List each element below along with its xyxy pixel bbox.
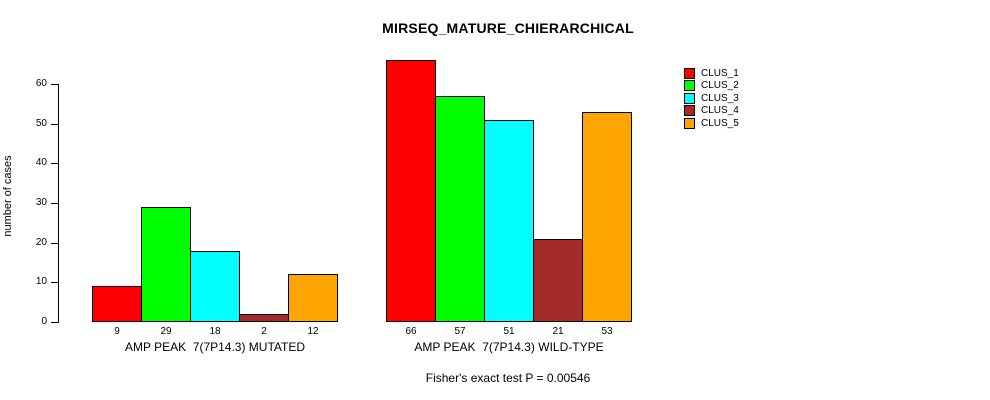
legend-row: CLUS_4 xyxy=(684,105,739,118)
bar-clus_2 xyxy=(435,96,485,322)
legend-row: CLUS_5 xyxy=(684,117,739,130)
bar-value-label: 2 xyxy=(261,326,267,337)
legend-swatch xyxy=(684,80,695,92)
y-axis-tick xyxy=(51,282,59,283)
y-axis-tick-label: 30 xyxy=(35,197,47,208)
legend-swatch xyxy=(684,92,695,104)
legend: CLUS_1 CLUS_2 CLUS_3 CLUS_4 CLUS_5 xyxy=(684,67,739,130)
y-axis-tick-label: 0 xyxy=(41,316,47,327)
bar-clus_4 xyxy=(239,314,289,322)
bar-clus_3 xyxy=(484,120,534,322)
bar-value-label: 29 xyxy=(160,326,172,337)
bar-value-label: 12 xyxy=(307,326,319,337)
y-axis-tick-label: 20 xyxy=(35,237,47,248)
bar-value-label: 21 xyxy=(552,326,564,337)
bar-value-label: 18 xyxy=(209,326,221,337)
y-axis-tick xyxy=(51,243,59,244)
y-axis-tick xyxy=(51,124,59,125)
bar-clus_3 xyxy=(190,251,240,322)
legend-label: CLUS_4 xyxy=(701,105,739,117)
legend-label: CLUS_5 xyxy=(701,117,739,129)
legend-row: CLUS_2 xyxy=(684,80,739,93)
legend-label: CLUS_3 xyxy=(701,92,739,104)
y-axis-tick xyxy=(51,203,59,204)
y-axis-tick-label: 60 xyxy=(35,78,47,89)
bar-clus_5 xyxy=(582,112,632,322)
y-axis-tick xyxy=(51,163,59,164)
bar-clus_4 xyxy=(533,239,583,322)
y-axis-label: number of cases xyxy=(2,155,14,237)
bar-value-label: 66 xyxy=(405,326,417,337)
y-axis-tick-label: 40 xyxy=(35,157,47,168)
bar-value-label: 53 xyxy=(601,326,613,337)
y-axis-tick xyxy=(51,84,59,85)
bar-clus_1 xyxy=(386,60,436,322)
chart-title: MIRSEQ_MATURE_CHIERARCHICAL xyxy=(382,20,634,36)
bar-value-label: 57 xyxy=(454,326,466,337)
legend-label: CLUS_2 xyxy=(701,80,739,92)
legend-swatch xyxy=(684,105,695,117)
bar-clus_1 xyxy=(92,286,142,322)
legend-row: CLUS_3 xyxy=(684,92,739,105)
y-axis-tick-label: 10 xyxy=(35,276,47,287)
bar-clus_5 xyxy=(288,274,338,322)
x-group-label-mutated: AMP PEAK 7(7P14.3) MUTATED xyxy=(124,340,306,354)
x-group-label-wild-type: AMP PEAK 7(7P14.3) WILD-TYPE xyxy=(414,340,604,354)
y-axis-tick xyxy=(51,322,59,323)
legend-row: CLUS_1 xyxy=(684,67,739,80)
bar-clus_2 xyxy=(141,207,191,322)
y-axis-tick-label: 50 xyxy=(35,118,47,129)
stat-annotation: Fisher's exact test P = 0.00546 xyxy=(425,371,591,385)
bar-value-label: 51 xyxy=(503,326,515,337)
bar-value-label: 9 xyxy=(114,326,120,337)
legend-swatch xyxy=(684,67,695,79)
legend-swatch xyxy=(684,117,695,129)
legend-label: CLUS_1 xyxy=(701,67,739,79)
